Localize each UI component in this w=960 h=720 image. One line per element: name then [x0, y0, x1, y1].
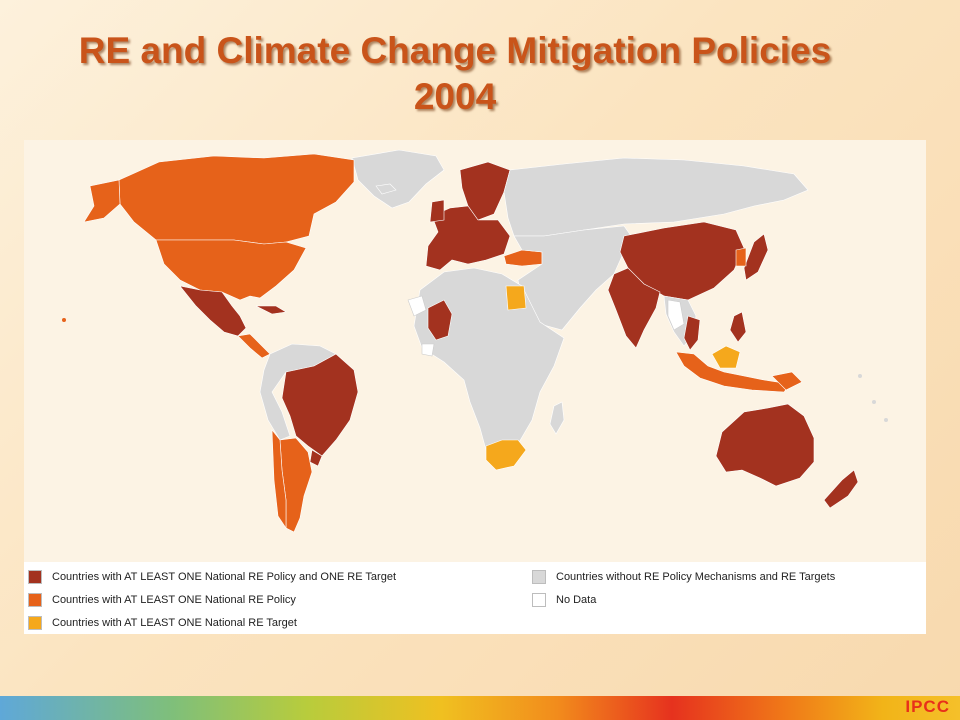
region-uk: [429, 199, 445, 223]
legend-swatch: [28, 616, 42, 630]
ipcc-logo: IPCC: [905, 697, 950, 716]
legend-item-no-data: No Data: [532, 593, 596, 607]
region-australia: [715, 403, 815, 487]
legend-label: Countries with AT LEAST ONE National RE …: [52, 594, 296, 606]
region-borneo: [711, 345, 741, 369]
region-cuba: [255, 305, 287, 315]
region-brazil: [281, 353, 359, 457]
region-greenland: [351, 149, 445, 209]
legend-swatch: [532, 593, 546, 607]
region-hawaii: [62, 318, 66, 322]
legend-swatch: [532, 570, 546, 584]
region-alaska: [83, 179, 121, 223]
legend-label: Countries with AT LEAST ONE National RE …: [52, 571, 397, 583]
region-india: [607, 267, 661, 349]
region-pacific-island-2: [872, 400, 876, 404]
region-turkey: [503, 249, 543, 267]
world-map: [24, 140, 926, 562]
legend-item-target: Countries with AT LEAST ONE National RE …: [28, 616, 297, 630]
region-philippines: [729, 311, 747, 343]
page-title: RE and Climate Change Mitigation Policie…: [0, 28, 910, 120]
title-line-1: RE and Climate Change Mitigation Policie…: [78, 30, 832, 71]
region-mali: [427, 299, 453, 341]
legend-item-policy: Countries with AT LEAST ONE National RE …: [28, 593, 296, 607]
region-myanmar-nodata: [667, 299, 685, 331]
region-europe: [425, 205, 511, 271]
region-south-africa: [485, 439, 527, 471]
region-thailand: [683, 315, 701, 351]
region-mexico: [179, 285, 247, 337]
region-new-zealand: [823, 469, 859, 509]
region-iceland: [375, 183, 397, 195]
region-south-america-north: [259, 343, 337, 441]
region-pacific-island-1: [858, 374, 862, 378]
title-line-2: 2004: [413, 76, 497, 117]
region-korea: [735, 247, 747, 267]
region-png: [771, 371, 803, 391]
region-canada: [118, 153, 355, 245]
world-map-svg: [62, 149, 888, 533]
legend-swatch: [28, 593, 42, 607]
region-central-america: [237, 333, 271, 359]
region-usa: [155, 239, 307, 301]
legend-swatch: [28, 570, 42, 584]
map-legend: Countries with AT LEAST ONE National RE …: [24, 562, 926, 634]
footer-color-bar: [0, 696, 960, 720]
legend-label: Countries without RE Policy Mechanisms a…: [556, 571, 836, 583]
region-madagascar: [549, 401, 565, 435]
region-uruguay: [309, 449, 323, 467]
legend-label: Countries with AT LEAST ONE National RE …: [52, 617, 297, 629]
legend-item-no-policy: Countries without RE Policy Mechanisms a…: [532, 570, 835, 584]
region-pacific-island-3: [884, 418, 888, 422]
region-russia: [503, 157, 809, 237]
region-egypt: [505, 285, 527, 311]
legend-item-policy-and-target: Countries with AT LEAST ONE National RE …: [28, 570, 396, 584]
legend-label: No Data: [556, 594, 597, 606]
region-middle-east: [513, 225, 635, 331]
region-scandinavia: [459, 161, 511, 221]
region-chile: [271, 429, 287, 529]
region-west-africa-nodata-2: [421, 343, 435, 357]
region-japan: [743, 233, 769, 281]
region-west-africa-nodata: [407, 295, 427, 317]
map-panel: Countries with AT LEAST ONE National RE …: [24, 140, 926, 634]
